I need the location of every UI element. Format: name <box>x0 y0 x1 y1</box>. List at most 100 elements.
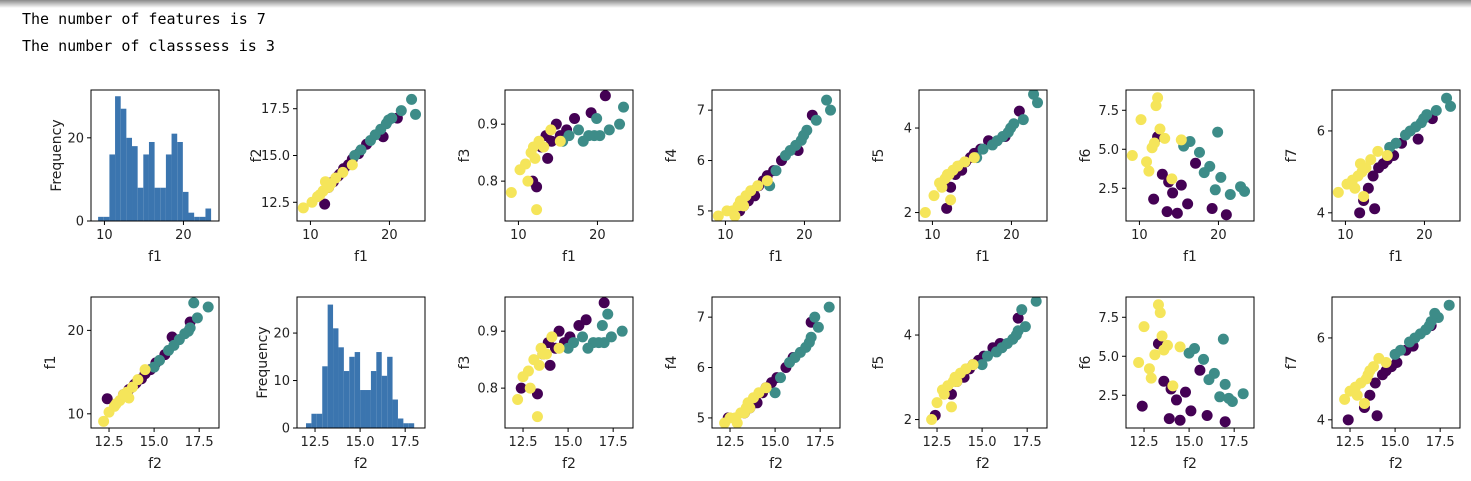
y-tick-label: 2.5 <box>1098 182 1119 197</box>
y-axis-label: f1 <box>43 356 59 370</box>
hist-bar <box>132 146 138 221</box>
output-line: The number of features is 7 <box>22 10 266 28</box>
scatter-point <box>139 364 151 376</box>
scatter-point <box>729 210 741 221</box>
scatter-point <box>1380 357 1392 368</box>
scatter-point <box>941 169 953 181</box>
axes-frame <box>711 89 841 222</box>
scatter-point <box>1175 134 1187 146</box>
hist-bar <box>354 352 361 428</box>
x-tick-label: 17.5 <box>806 435 835 450</box>
scatter-point <box>1030 297 1042 307</box>
scatter-point <box>789 351 801 363</box>
scatter-point <box>349 150 361 161</box>
x-tick-label: 15.0 <box>968 435 997 450</box>
scatter-point <box>1133 357 1145 368</box>
y-tick-label: 0.8 <box>477 382 498 397</box>
x-tick-label: 10 <box>96 228 113 243</box>
scatter-point <box>967 359 979 371</box>
x-tick-label: 12.5 <box>301 435 330 450</box>
scatter-point <box>928 190 940 202</box>
plot-area <box>98 297 214 427</box>
scatter-point <box>1223 392 1235 404</box>
hist-bar <box>126 137 133 221</box>
scatter-point <box>1391 357 1403 368</box>
scatter-point <box>1167 187 1179 199</box>
y-tick-label: 0 <box>282 422 290 437</box>
subplot: 12.5 15.0 17.5 0 10 20 f2 Frequency <box>255 296 426 472</box>
scatter-point <box>1190 157 1202 169</box>
scatter-point <box>529 152 541 164</box>
x-tick-label: 17.5 <box>1426 435 1455 450</box>
scatter-point <box>572 124 584 136</box>
x-tick-label: 15.0 <box>140 435 169 450</box>
hist-bar <box>316 413 323 428</box>
scatter-point <box>1380 365 1392 377</box>
scatter-point <box>936 181 948 193</box>
scatter-point <box>752 180 764 192</box>
y-tick-label: 20 <box>67 324 84 339</box>
hist-bar <box>387 356 393 428</box>
x-tick-label: 10 <box>510 228 527 243</box>
scatter-point <box>514 164 526 176</box>
y-axis-label: f7 <box>1284 149 1300 163</box>
scatter-point <box>977 143 989 155</box>
hist-bar <box>103 216 110 221</box>
scatter-point <box>1418 113 1430 125</box>
plot-area <box>712 94 837 221</box>
scatter-point <box>527 141 539 153</box>
scatter-point <box>512 394 524 406</box>
y-tick-label: 6 <box>1317 124 1325 139</box>
scatter-point <box>968 152 980 164</box>
hist-bar <box>360 390 366 428</box>
hist-bar <box>311 413 317 428</box>
scatter-point <box>562 342 574 354</box>
scatter-point <box>605 331 617 343</box>
x-axis-label: f1 <box>976 249 990 265</box>
y-tick-label: 5 <box>697 204 705 219</box>
scatter-point <box>582 342 594 354</box>
scatter-point <box>1154 123 1166 135</box>
hist-bar <box>376 352 382 428</box>
plot-area <box>1133 299 1249 428</box>
scatter-point <box>406 93 418 105</box>
scatter-point <box>1209 184 1221 196</box>
scatter-point <box>591 112 603 124</box>
scatter-point <box>1364 365 1376 377</box>
scatter-point <box>537 348 549 360</box>
scatter-point <box>1239 185 1251 197</box>
scatter-point <box>1429 307 1441 319</box>
y-axis-label: f6 <box>1078 148 1094 162</box>
scatter-point <box>1443 299 1455 311</box>
scatter-point <box>132 374 144 386</box>
scatter-point <box>1412 133 1424 145</box>
y-axis-label: f5 <box>871 356 887 370</box>
scatter-point <box>1367 170 1379 182</box>
hist-bar <box>143 154 149 221</box>
axes-frame <box>1331 89 1461 222</box>
scatter-point <box>1017 114 1029 126</box>
hist-bar <box>327 304 334 428</box>
axes-frame <box>711 296 841 429</box>
x-axis-label: f2 <box>562 456 576 472</box>
x-tick-label: 17.5 <box>599 435 628 450</box>
scatter-point <box>517 371 529 383</box>
scatter-point <box>383 114 395 126</box>
scatter-point <box>616 325 628 337</box>
scatter-point <box>1389 348 1401 360</box>
scatter-point <box>712 210 724 221</box>
axes-frame <box>918 89 1048 222</box>
scatter-point <box>346 159 358 171</box>
x-axis-label: f1 <box>148 249 162 265</box>
scatter-point <box>1237 388 1249 400</box>
scatter-point <box>1339 393 1351 405</box>
x-tick-label: 12.5 <box>95 435 124 450</box>
scatter-point <box>598 297 610 309</box>
y-axis-label: f7 <box>1284 356 1300 370</box>
scatter-point <box>395 105 407 117</box>
scatter-point <box>798 129 810 141</box>
scatter-point <box>319 176 331 188</box>
scatter-point <box>1198 167 1210 179</box>
scatter-point <box>945 181 957 193</box>
plot-area <box>297 93 422 214</box>
